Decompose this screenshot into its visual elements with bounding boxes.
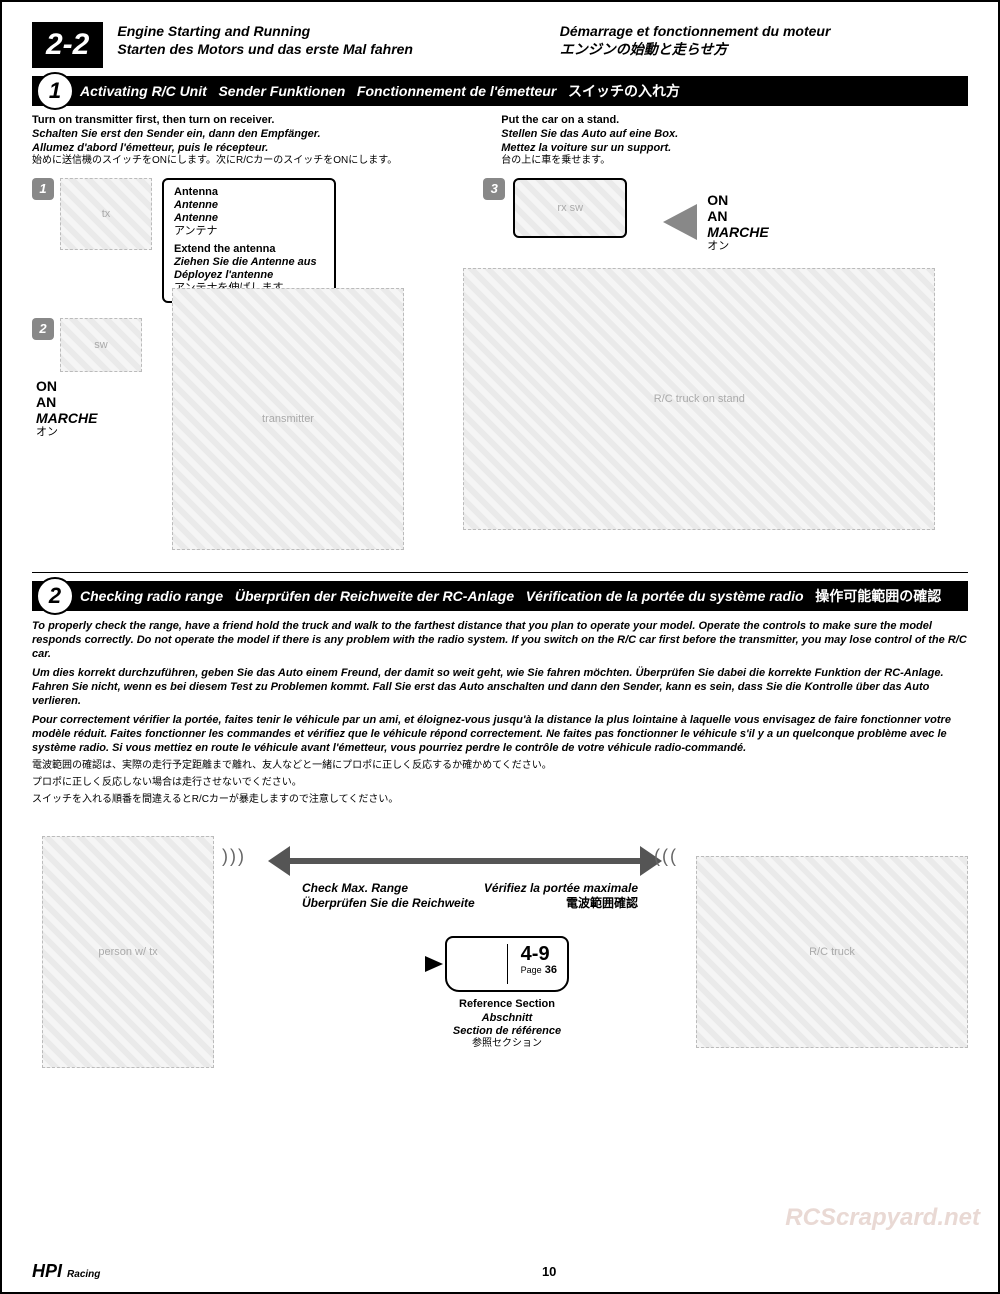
section-titles: Engine Starting and Running Starten des … xyxy=(117,22,968,58)
step2-fr: Vérification de la portée du système rad… xyxy=(526,588,804,604)
arrow-icon xyxy=(663,204,697,240)
ref-pw: Page xyxy=(521,965,542,975)
badge-1: 1 xyxy=(32,178,54,200)
range-arrow xyxy=(282,846,648,876)
logo-sub: Racing xyxy=(67,1269,100,1280)
s1-left-fr: Allumez d'abord l'émetteur, puis le réce… xyxy=(32,142,481,156)
rr-jp: 電波範囲確認 xyxy=(438,896,638,910)
on-en: ON xyxy=(36,378,97,394)
ant-en: Antenna xyxy=(174,186,324,199)
reference-box: 4-9 Page 36 Reference Section Abschnitt … xyxy=(422,936,592,1050)
step2-en: Checking radio range xyxy=(80,588,223,604)
rx-switch-detail-icon: rx sw xyxy=(513,178,627,238)
on-label-rx: ON AN MARCHE オン xyxy=(707,192,768,253)
watermark: RCScrapyard.net xyxy=(785,1204,980,1232)
on2-jp: オン xyxy=(707,240,768,253)
logo-main: HPI xyxy=(32,1261,62,1281)
step2-de: Überprüfen der Reichweite der RC-Anlage xyxy=(235,588,514,604)
s1-right-fr: Mettez la voiture sur un support. xyxy=(501,142,950,156)
antenna-detail-icon: tx xyxy=(60,178,152,250)
car-with-antenna-illustration: R/C truck xyxy=(696,856,968,1048)
book-icon: 4-9 Page 36 xyxy=(445,936,569,992)
transmitter-illustration: transmitter xyxy=(172,288,404,550)
title-jp: エンジンの始動と走らせ方 xyxy=(560,40,968,58)
step1-body-text: Turn on transmitter first, then turn on … xyxy=(32,114,968,168)
s1-left-de: Schalten Sie erst den Sender ein, dann d… xyxy=(32,128,481,142)
ext-en: Extend the antenna xyxy=(174,243,324,256)
on2-fr: MARCHE xyxy=(707,224,768,240)
step1-diagrams: 1 tx Antenna Antenne Antenne アンテナ Extend… xyxy=(32,178,968,558)
on-label-tx: ON AN MARCHE オン xyxy=(36,378,97,439)
hpi-logo: HPI Racing xyxy=(32,1261,100,1282)
s1-right-en: Put the car on a stand. xyxy=(501,114,950,128)
s2-jp1: 電波範囲の確認は、実際の走行予定距離まで離れ、友人などと一緒にプロポに正しく反応… xyxy=(32,759,968,772)
range-figure: person w/ tx ))) Check Max. Range Überpr… xyxy=(32,826,968,1086)
rr-fr: Vérifiez la portée maximale xyxy=(438,881,638,895)
s1-left-jp: 始めに送信機のスイッチをONにします。次にR/CカーのスイッチをONにします。 xyxy=(32,155,481,168)
ref-jp: 参照セクション xyxy=(422,1038,592,1050)
signal-waves-right-icon: ((( xyxy=(654,846,678,867)
switch-detail-icon: sw xyxy=(60,318,142,372)
ant-de: Antenne xyxy=(174,199,324,212)
badge-2: 2 xyxy=(32,318,54,340)
signal-waves-left-icon: ))) xyxy=(222,846,246,867)
title-en: Engine Starting and Running xyxy=(117,22,525,40)
step2-bar: 2 Checking radio range Überprüfen der Re… xyxy=(32,581,968,611)
ant-jp: アンテナ xyxy=(174,225,324,238)
on-de: AN xyxy=(36,394,97,410)
footer: HPI Racing 10 xyxy=(2,1261,998,1282)
ext-fr: Déployez l'antenne xyxy=(174,269,324,282)
badge-3: 3 xyxy=(483,178,505,200)
step1-jp: スイッチの入れ方 xyxy=(568,83,680,99)
section-number: 2-2 xyxy=(32,22,103,68)
section-header: 2-2 Engine Starting and Running Starten … xyxy=(32,22,968,68)
ref-page: 36 xyxy=(545,964,557,976)
ref-nums: 4-9 xyxy=(521,944,557,964)
on-jp: オン xyxy=(36,426,97,439)
car-on-stand-illustration: R/C truck on stand xyxy=(463,268,935,530)
step2-jp: 操作可能範囲の確認 xyxy=(815,588,941,604)
step2-text: To properly check the range, have a frie… xyxy=(32,619,968,807)
book-arrow-icon xyxy=(425,956,443,972)
s2-jp3: スイッチを入れる順番を間違えるとR/Cカーが暴走しますので注意してください。 xyxy=(32,793,968,806)
on2-en: ON xyxy=(707,192,768,208)
ext-de: Ziehen Sie die Antenne aus xyxy=(174,256,324,269)
page-number: 10 xyxy=(542,1264,556,1279)
on2-de: AN xyxy=(707,208,768,224)
s1-right-jp: 台の上に車を乗せます。 xyxy=(501,155,950,168)
step1-en: Activating R/C Unit xyxy=(80,83,207,99)
title-fr: Démarrage et fonctionnement du moteur xyxy=(560,22,968,40)
step2-num: 2 xyxy=(36,577,74,615)
s2-jp2: プロポに正しく反応しない場合は走行させないでください。 xyxy=(32,776,968,789)
on-fr: MARCHE xyxy=(36,410,97,426)
ref-fr: Section de référence xyxy=(422,1025,592,1038)
ant-fr: Antenne xyxy=(174,212,324,225)
s1-left-en: Turn on transmitter first, then turn on … xyxy=(32,114,481,128)
s1-right-de: Stellen Sie das Auto auf eine Box. xyxy=(501,128,950,142)
step1-fr: Fonctionnement de l'émetteur xyxy=(357,83,556,99)
step1-bar: 1 Activating R/C Unit Sender Funktionen … xyxy=(32,76,968,106)
divider xyxy=(32,572,968,573)
step1-num: 1 xyxy=(36,72,74,110)
antenna-callout: Antenna Antenne Antenne アンテナ Extend the … xyxy=(162,178,336,304)
title-de: Starten des Motors und das erste Mal fah… xyxy=(117,40,525,58)
s2-de: Um dies korrekt durchzuführen, geben Sie… xyxy=(32,666,968,709)
step1-de: Sender Funktionen xyxy=(218,83,345,99)
range-label-right: Vérifiez la portée maximale 電波範囲確認 xyxy=(438,881,638,910)
s2-fr: Pour correctement vérifier la portée, fa… xyxy=(32,713,968,756)
s2-en: To properly check the range, have a frie… xyxy=(32,619,968,662)
ref-de: Abschnitt xyxy=(422,1012,592,1025)
ref-en: Reference Section xyxy=(422,998,592,1011)
person-with-tx-illustration: person w/ tx xyxy=(42,836,214,1068)
